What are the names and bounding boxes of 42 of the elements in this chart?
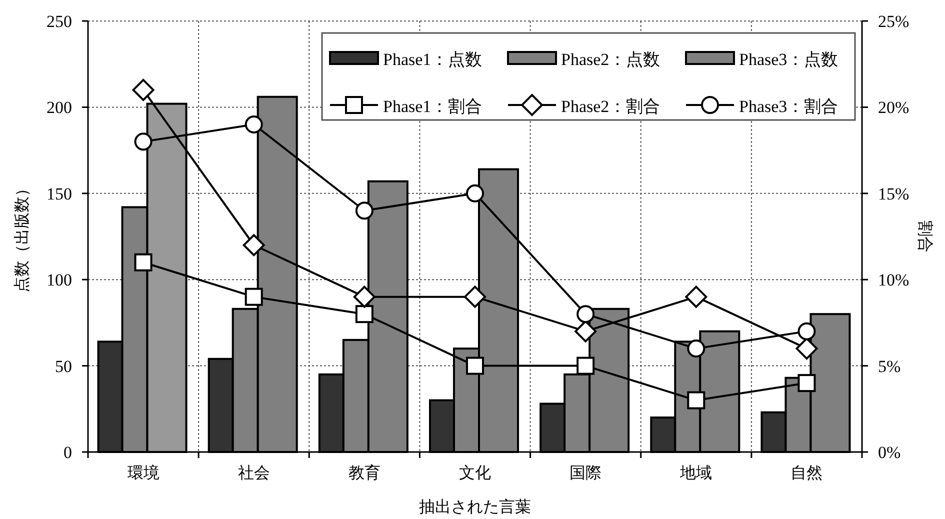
point [242,234,265,256]
x-tick-label: 文化 [459,464,491,482]
point [687,340,706,358]
x-tick-label: 自然 [790,464,823,482]
y2-tick-label: 10% [878,270,910,290]
y-tick-label: 0 [64,443,72,462]
y-tick-label: 100 [46,270,72,290]
point [466,356,484,375]
point [132,78,154,101]
point [244,288,263,306]
point [796,338,818,360]
x-tick-label: 環境 [127,464,160,482]
y2-tick-label: 25% [878,12,910,31]
x-tick-label: 社会 [238,464,270,482]
y-tick-label: 200 [46,98,72,118]
y-tick-label: 150 [46,184,72,204]
point [687,391,706,410]
legend-label: Phase3：点数 [739,50,838,69]
point [464,286,486,308]
y-tick-label: 250 [46,12,72,31]
x-tick-label: 地域 [679,464,712,482]
point [685,286,708,308]
legend-label: Phase1：点数 [383,50,482,69]
legend-label: Phase1：割合 [383,97,482,116]
point [353,286,376,308]
point [355,305,374,324]
point [798,374,816,392]
y2-tick-label: 15% [878,184,910,204]
legend-label: Phase2：割合 [561,97,660,116]
y2-tick-label: 0% [878,443,901,462]
legend-label: Phase2：点数 [561,50,660,69]
point [576,356,595,375]
y-axis-title: 点数（出版数） [13,180,31,292]
y2-tick-label: 5% [878,356,901,376]
point [134,253,152,272]
y-tick-label: 50 [55,356,72,376]
legend-label: Phase3：割合 [739,97,838,116]
y2-tick-label: 20% [878,98,910,118]
x-tick-label: 国際 [570,465,602,482]
x-tick-label: 教育 [348,464,380,482]
x-axis-title: 抽出された言葉 [419,498,531,516]
y2-axis-title: 割合 [916,220,934,252]
